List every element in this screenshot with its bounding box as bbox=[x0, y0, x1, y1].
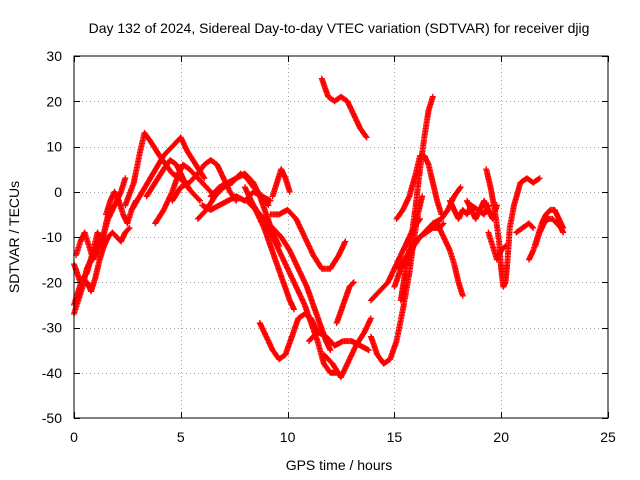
y-tick-label: 30 bbox=[46, 48, 62, 64]
x-tick-label: 0 bbox=[70, 429, 78, 445]
marker-path bbox=[128, 134, 208, 213]
y-tick-label: -10 bbox=[42, 229, 62, 245]
x-tick-label: 25 bbox=[600, 429, 616, 445]
y-tick-label: -50 bbox=[42, 410, 62, 426]
marker-path bbox=[73, 206, 116, 263]
x-tick-label: 5 bbox=[177, 429, 185, 445]
marker-path bbox=[267, 206, 349, 272]
marker-path bbox=[318, 75, 370, 141]
y-tick-label: 0 bbox=[54, 184, 62, 200]
series-track-11 bbox=[169, 157, 240, 204]
data-markers bbox=[71, 75, 567, 381]
grid-lines bbox=[74, 56, 608, 418]
x-tick-labels: 0 5 10 15 20 25 bbox=[70, 429, 616, 445]
marker-path bbox=[169, 157, 240, 204]
series-track-38 bbox=[532, 215, 567, 250]
marker-path bbox=[269, 166, 293, 200]
marker-path bbox=[320, 315, 374, 381]
series-track-36 bbox=[513, 220, 537, 236]
marker-path bbox=[96, 224, 133, 263]
y-tick-label: -30 bbox=[42, 320, 62, 336]
x-tick-label: 15 bbox=[387, 429, 403, 445]
marker-path bbox=[532, 215, 567, 250]
y-axis-label: SDTVAR / TECUs bbox=[6, 181, 22, 293]
chart-title: Day 132 of 2024, Sidereal Day-to-day VTE… bbox=[89, 20, 590, 36]
series-track-22 bbox=[333, 279, 357, 326]
x-axis-label: GPS time / hours bbox=[286, 457, 393, 473]
y-tick-label: -20 bbox=[42, 274, 62, 290]
marker-path bbox=[333, 279, 357, 326]
y-tick-label: 10 bbox=[46, 139, 62, 155]
series-track-10 bbox=[152, 161, 218, 227]
marker-path bbox=[434, 220, 466, 299]
series-track-20 bbox=[256, 310, 321, 363]
series-track-5 bbox=[96, 224, 133, 263]
y-tick-label: -40 bbox=[42, 365, 62, 381]
series-track-35 bbox=[485, 229, 509, 263]
marker-path bbox=[152, 161, 218, 227]
series-track-21 bbox=[318, 75, 370, 141]
y-tick-labels: -50 -40 -30 -20 -10 0 10 20 30 bbox=[42, 48, 62, 426]
marker-path bbox=[256, 310, 321, 363]
series-track-31 bbox=[434, 220, 466, 299]
axis-ticks bbox=[74, 56, 609, 419]
marker-path bbox=[513, 220, 537, 236]
series-track-8 bbox=[128, 134, 208, 213]
x-tick-label: 20 bbox=[493, 429, 509, 445]
x-tick-label: 10 bbox=[280, 429, 296, 445]
y-tick-label: 20 bbox=[46, 93, 62, 109]
series-track-24 bbox=[320, 315, 374, 381]
series-track-18 bbox=[267, 206, 349, 272]
series-track-19 bbox=[269, 166, 293, 200]
series-track-3 bbox=[73, 206, 116, 263]
marker-path bbox=[485, 229, 509, 263]
